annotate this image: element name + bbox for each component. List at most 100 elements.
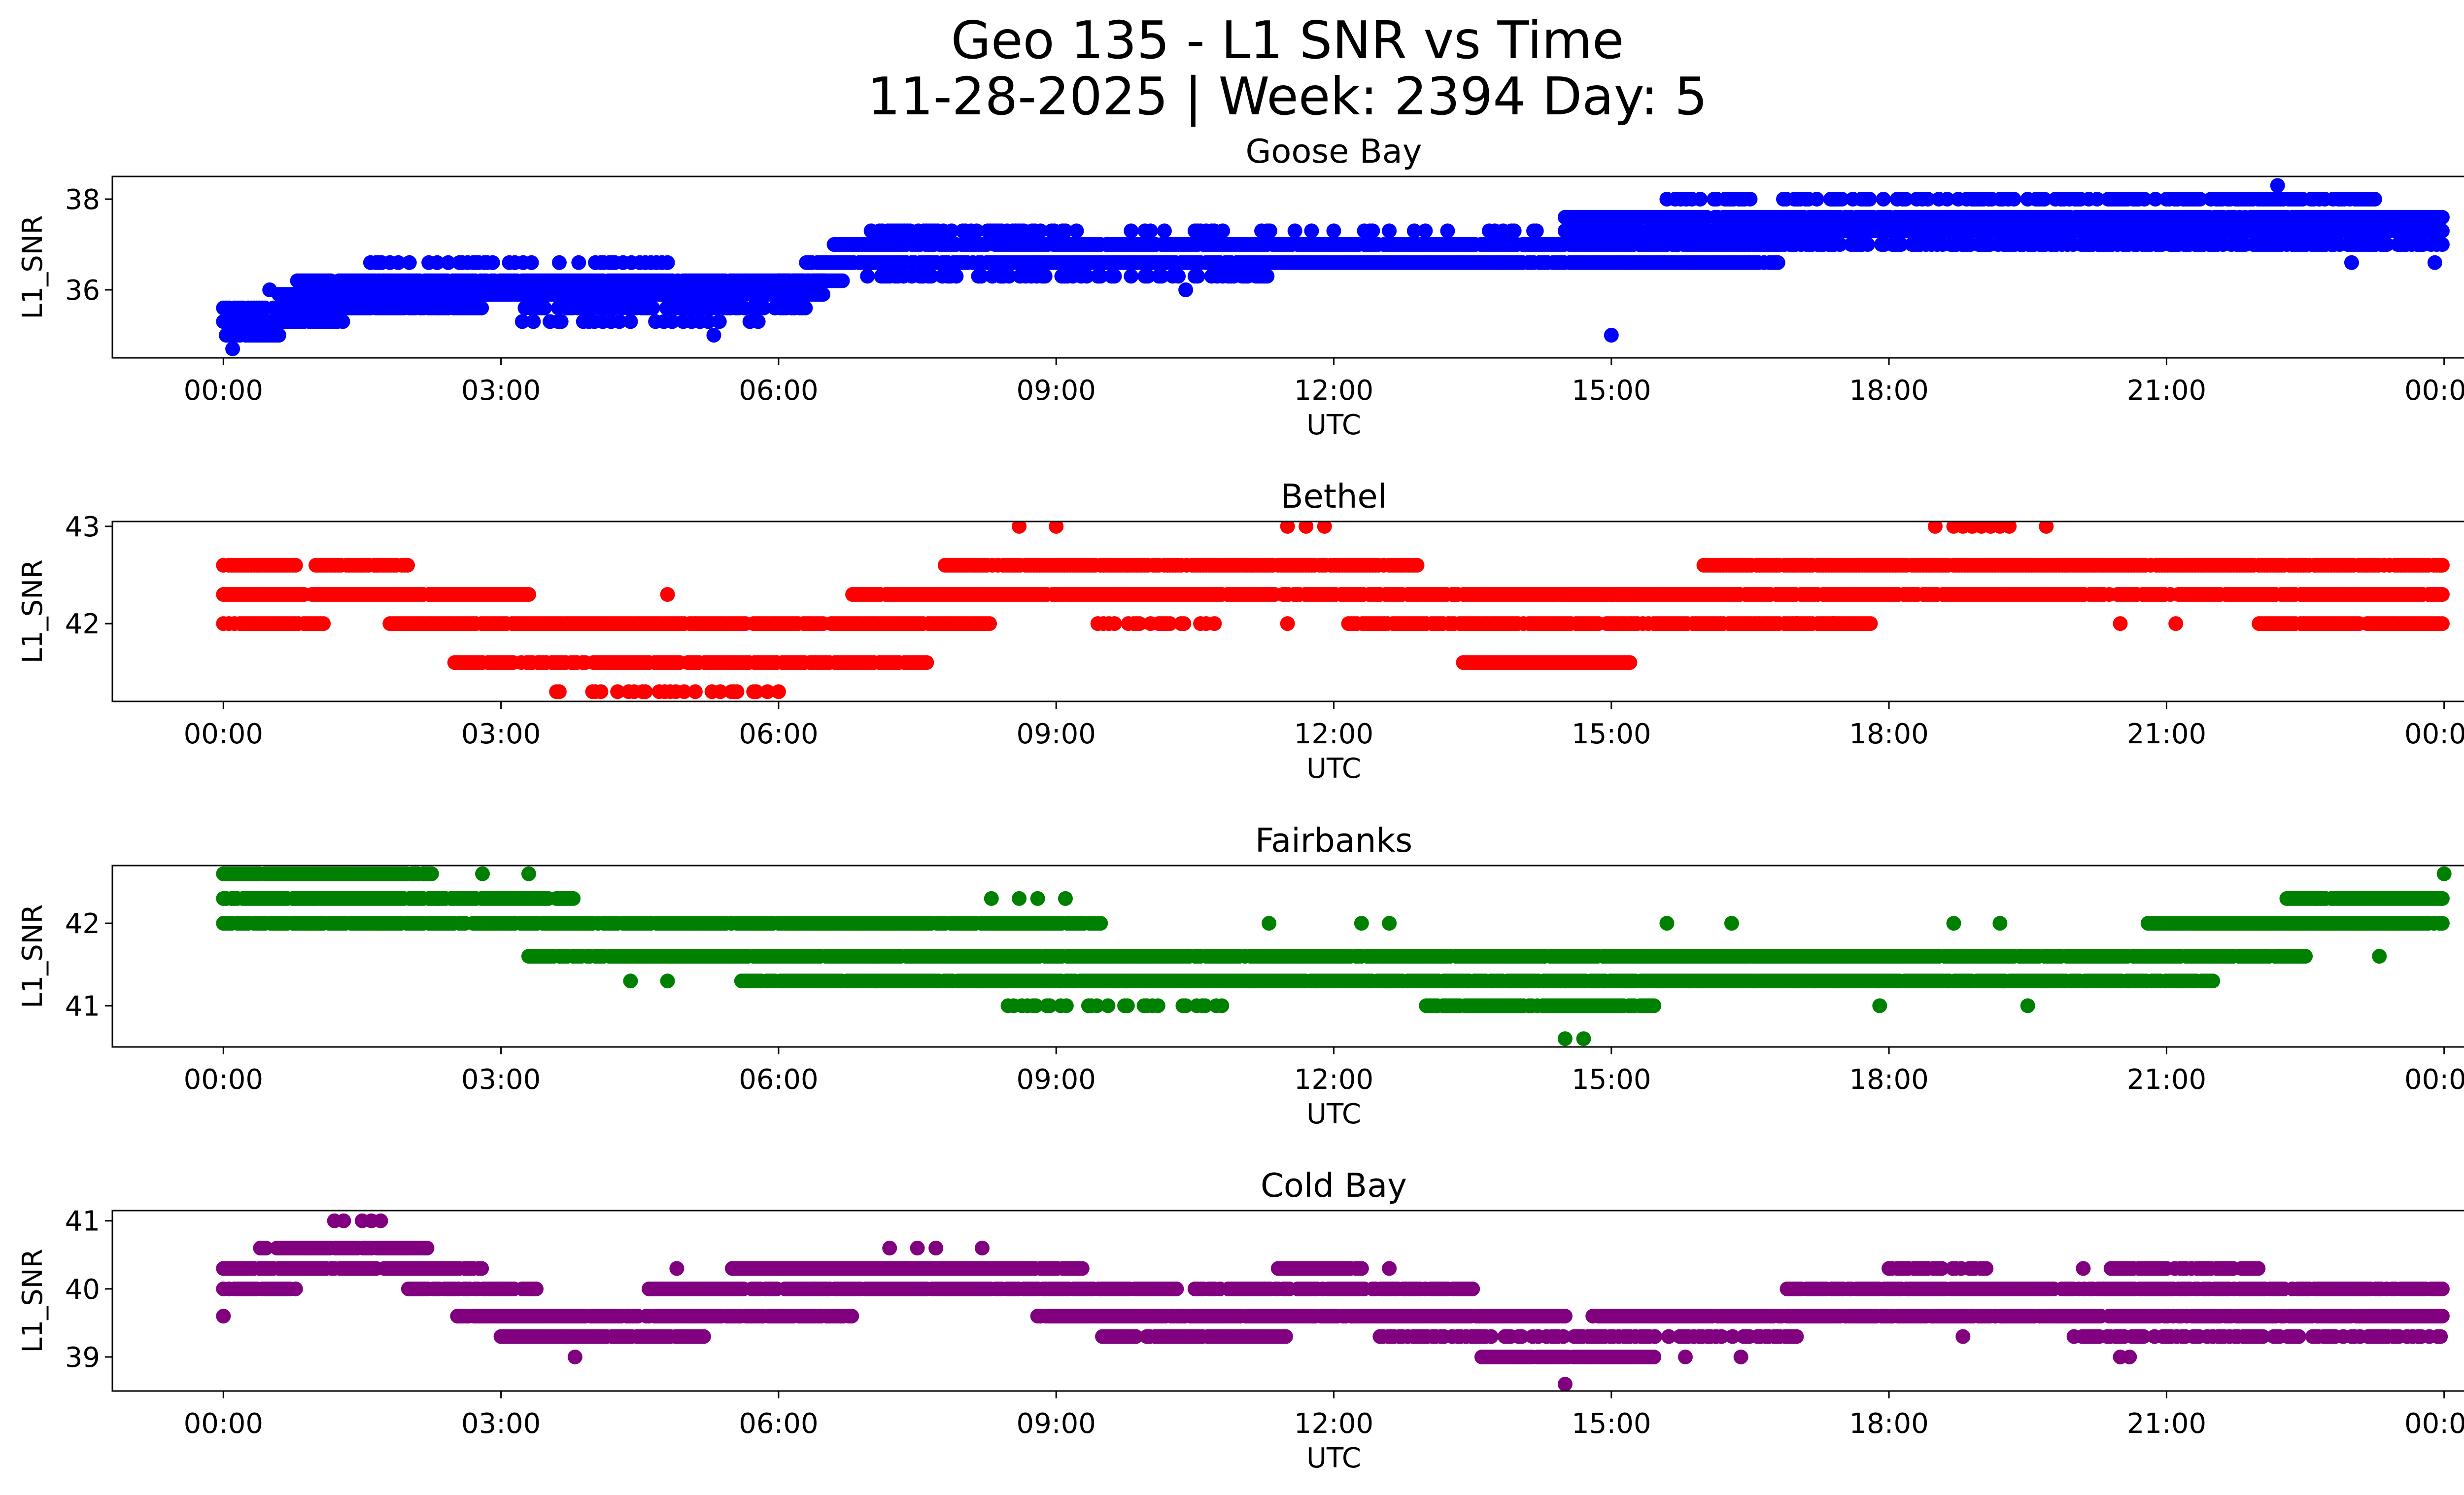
x-tick-label: 21:00 bbox=[2127, 375, 2206, 407]
data-point bbox=[1012, 522, 1027, 534]
data-point bbox=[400, 557, 415, 573]
data-point bbox=[2434, 616, 2450, 631]
data-point bbox=[2006, 192, 2021, 207]
x-tick-label: 06:00 bbox=[739, 718, 818, 750]
figure-title: Geo 135 - L1 SNR vs Time bbox=[951, 10, 1624, 70]
data-point bbox=[2037, 192, 2052, 207]
x-tick-label: 18:00 bbox=[1849, 718, 1928, 750]
data-point bbox=[749, 684, 764, 699]
data-point bbox=[2113, 616, 2128, 631]
data-point bbox=[2434, 557, 2450, 573]
data-point bbox=[751, 314, 766, 329]
data-point bbox=[474, 300, 489, 315]
data-point bbox=[660, 255, 675, 270]
x-tick-label: 09:00 bbox=[1017, 375, 1096, 407]
data-point bbox=[2089, 192, 2105, 207]
data-point bbox=[2434, 587, 2450, 602]
data-point bbox=[514, 314, 530, 329]
data-point bbox=[835, 273, 850, 288]
data-point bbox=[1140, 269, 1156, 284]
data-point bbox=[677, 684, 692, 699]
data-point bbox=[1287, 223, 1302, 239]
data-point bbox=[798, 300, 813, 315]
data-point bbox=[664, 314, 680, 329]
data-point bbox=[1299, 522, 1314, 534]
x-tick-label: 15:00 bbox=[1572, 718, 1651, 750]
data-point bbox=[1001, 269, 1017, 284]
data-point bbox=[1789, 616, 1804, 631]
data-point bbox=[2434, 223, 2450, 239]
data-point bbox=[2148, 192, 2163, 207]
data-point bbox=[1940, 192, 1955, 207]
data-point bbox=[1207, 616, 1222, 631]
data-point bbox=[713, 684, 728, 699]
x-tick-label: 00:00 bbox=[184, 718, 263, 750]
data-point bbox=[335, 314, 350, 329]
x-tick-label: 12:00 bbox=[1294, 375, 1373, 407]
y-tick-label: 38 bbox=[65, 184, 100, 216]
data-point bbox=[2002, 522, 2017, 534]
data-point bbox=[1382, 223, 1397, 239]
data-points bbox=[216, 522, 2450, 699]
data-point bbox=[1058, 223, 1073, 239]
data-point bbox=[2434, 209, 2450, 225]
data-point bbox=[645, 300, 660, 315]
data-point bbox=[526, 314, 541, 329]
data-point bbox=[521, 587, 536, 602]
data-point bbox=[760, 684, 775, 699]
data-point bbox=[2270, 178, 2285, 193]
data-point bbox=[706, 328, 721, 343]
data-point bbox=[537, 300, 552, 315]
data-point bbox=[1809, 192, 1824, 207]
data-point bbox=[610, 684, 625, 699]
data-point bbox=[1898, 192, 1913, 207]
x-tick-label: 00:00 bbox=[2404, 718, 2464, 750]
data-point bbox=[919, 655, 934, 670]
subplot-title: Goose Bay bbox=[1246, 132, 1422, 171]
data-point bbox=[288, 557, 303, 573]
x-tick-label: 00:00 bbox=[2404, 375, 2464, 407]
data-point bbox=[701, 314, 716, 329]
y-axis-label: L1_SNR bbox=[17, 559, 49, 663]
x-axis-label: UTC bbox=[1306, 409, 1361, 441]
data-point bbox=[1862, 192, 1877, 207]
data-point bbox=[1893, 237, 1909, 252]
subplot-fairbanks: 00:00 03:00 06:00 09:00 12:00 15:00 18:00 21:00… bbox=[17, 821, 2464, 1130]
data-point bbox=[271, 328, 286, 343]
data-point bbox=[566, 891, 581, 906]
data-point bbox=[1176, 616, 1192, 631]
data-point bbox=[1876, 192, 1891, 207]
data-point bbox=[860, 269, 875, 284]
data-point bbox=[1190, 269, 1205, 284]
x-tick-label: 21:00 bbox=[2127, 718, 2206, 750]
data-point bbox=[1365, 223, 1380, 239]
data-points bbox=[216, 178, 2450, 356]
data-point bbox=[969, 223, 984, 239]
data-point bbox=[2137, 192, 2152, 207]
data-point bbox=[638, 684, 653, 699]
y-tick-label: 43 bbox=[65, 511, 100, 543]
data-point bbox=[1826, 616, 1841, 631]
data-point bbox=[1770, 255, 1785, 270]
data-point bbox=[553, 314, 569, 329]
data-point bbox=[262, 282, 277, 297]
data-point bbox=[1171, 269, 1186, 284]
data-point bbox=[1154, 269, 1169, 284]
data-point bbox=[1326, 223, 1341, 239]
y-tick-label: 42 bbox=[65, 608, 100, 640]
y-tick-label: 36 bbox=[65, 275, 100, 307]
data-point bbox=[1124, 223, 1139, 239]
data-point bbox=[1079, 269, 1095, 284]
data-point bbox=[2367, 192, 2382, 207]
data-point bbox=[2427, 255, 2442, 270]
data-point bbox=[1440, 223, 1455, 239]
data-point bbox=[982, 616, 997, 631]
data-point bbox=[1280, 522, 1295, 534]
data-point bbox=[316, 616, 331, 631]
data-point bbox=[424, 866, 439, 881]
subplot-goose-bay: 00:00 03:00 06:00 09:00 12:00 15:00 18:00 21:00… bbox=[17, 132, 2464, 441]
data-point bbox=[1920, 192, 1935, 207]
data-point bbox=[1107, 616, 1122, 631]
data-point bbox=[1143, 223, 1158, 239]
data-point bbox=[391, 255, 406, 270]
